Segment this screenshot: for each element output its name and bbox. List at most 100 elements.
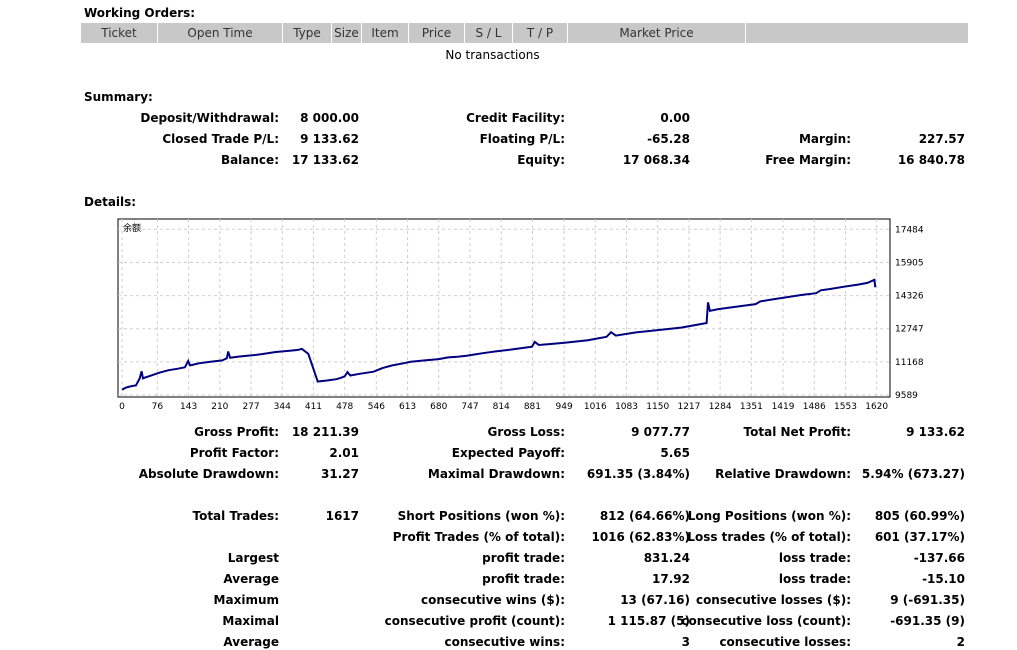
total-net-profit-value: 9 133.62 bbox=[906, 425, 965, 439]
y-tick-label: 17484 bbox=[895, 225, 924, 235]
chart-x-ticks: 0 76 143 210 277 344 411 478 546 613 680 747 814 881 9… bbox=[119, 402, 888, 412]
long-positions-label: Long Positions (won %): bbox=[687, 509, 851, 523]
x-tick-label: 1553 bbox=[834, 402, 857, 412]
expected-payoff-value: 5.65 bbox=[660, 446, 690, 460]
col-ticket[interactable]: Ticket bbox=[81, 23, 158, 43]
average-label: Average bbox=[223, 572, 279, 586]
no-transactions-text: No transactions bbox=[445, 48, 540, 62]
col-open-time[interactable]: Open Time bbox=[158, 23, 283, 43]
x-tick-label: 546 bbox=[368, 402, 385, 412]
x-tick-label: 613 bbox=[399, 402, 416, 412]
average-loss-value: -15.10 bbox=[922, 572, 965, 586]
floating-pl-label: Floating P/L: bbox=[479, 132, 565, 146]
largest-profit-label: profit trade: bbox=[482, 551, 565, 565]
margin-label: Margin: bbox=[798, 132, 851, 146]
deposit-label: Deposit/Withdrawal: bbox=[140, 111, 279, 125]
x-tick-label: 210 bbox=[211, 402, 228, 412]
gross-profit-value: 18 211.39 bbox=[291, 425, 359, 439]
avg-cons-losses-value: 2 bbox=[956, 635, 965, 649]
chart-y-ticks: 17484 15905 14326 12747 11168 9589 bbox=[895, 225, 924, 401]
col-blank bbox=[746, 23, 968, 43]
total-trades-label: Total Trades: bbox=[192, 509, 279, 523]
x-tick-label: 1150 bbox=[646, 402, 669, 412]
loss-trades-label: Loss trades (% of total): bbox=[687, 530, 851, 544]
y-tick-label: 11168 bbox=[895, 358, 924, 368]
closed-pl-value: 9 133.62 bbox=[300, 132, 359, 146]
maximal-label: Maximal bbox=[222, 614, 279, 628]
x-tick-label: 747 bbox=[461, 402, 478, 412]
x-tick-label: 478 bbox=[336, 402, 353, 412]
maximal-loss-label: consecutive loss (count): bbox=[681, 614, 851, 628]
long-positions-value: 805 (60.99%) bbox=[874, 509, 965, 523]
x-tick-label: 411 bbox=[305, 402, 322, 412]
gross-profit-label: Gross Profit: bbox=[194, 425, 279, 439]
x-tick-label: 949 bbox=[556, 402, 573, 412]
free-margin-value: 16 840.78 bbox=[897, 153, 965, 167]
gross-loss-value: 9 077.77 bbox=[631, 425, 690, 439]
col-market-price[interactable]: Market Price bbox=[568, 23, 746, 43]
credit-value: 0.00 bbox=[660, 111, 690, 125]
col-size[interactable]: Size bbox=[332, 23, 362, 43]
profit-trades-value: 1016 (62.83%) bbox=[591, 530, 690, 544]
avg-cons-wins-label: consecutive wins: bbox=[444, 635, 565, 649]
col-sl[interactable]: S / L bbox=[465, 23, 513, 43]
col-item[interactable]: Item bbox=[362, 23, 409, 43]
chart-title: 余额 bbox=[123, 222, 141, 234]
largest-loss-value: -137.66 bbox=[913, 551, 965, 565]
relative-drawdown-label: Relative Drawdown: bbox=[715, 467, 851, 481]
x-tick-label: 1351 bbox=[740, 402, 763, 412]
floating-pl-value: -65.28 bbox=[647, 132, 690, 146]
largest-profit-value: 831.24 bbox=[643, 551, 690, 565]
closed-pl-label: Closed Trade P/L: bbox=[162, 132, 279, 146]
col-tp[interactable]: T / P bbox=[513, 23, 568, 43]
average-profit-value: 17.92 bbox=[652, 572, 690, 586]
margin-value: 227.57 bbox=[918, 132, 965, 146]
summary-title: Summary: bbox=[84, 90, 153, 104]
short-positions-label: Short Positions (won %): bbox=[397, 509, 565, 523]
absolute-drawdown-label: Absolute Drawdown: bbox=[138, 467, 279, 481]
free-margin-label: Free Margin: bbox=[765, 153, 851, 167]
largest-loss-label: loss trade: bbox=[778, 551, 851, 565]
deposit-value: 8 000.00 bbox=[300, 111, 359, 125]
largest-label: Largest bbox=[227, 551, 279, 565]
balance-label: Balance: bbox=[220, 153, 279, 167]
x-tick-label: 680 bbox=[430, 402, 447, 412]
avg-cons-wins-value: 3 bbox=[681, 635, 690, 649]
balance-chart: 余额 17484 15905 14326 12747 11168 9589 0 76 143 2… bbox=[117, 218, 924, 412]
profit-trades-label: Profit Trades (% of total): bbox=[392, 530, 565, 544]
expected-payoff-label: Expected Payoff: bbox=[451, 446, 565, 460]
max-cons-wins-value: 13 (67.16) bbox=[620, 593, 690, 607]
x-tick-label: 1419 bbox=[772, 402, 795, 412]
gross-loss-label: Gross Loss: bbox=[487, 425, 565, 439]
balance-value: 17 133.62 bbox=[291, 153, 359, 167]
maximal-drawdown-value: 691.35 (3.84%) bbox=[586, 467, 690, 481]
maximal-drawdown-label: Maximal Drawdown: bbox=[427, 467, 565, 481]
equity-value: 17 068.34 bbox=[622, 153, 690, 167]
equity-label: Equity: bbox=[517, 153, 565, 167]
max-cons-losses-label: consecutive losses ($): bbox=[695, 593, 851, 607]
col-price[interactable]: Price bbox=[409, 23, 465, 43]
y-tick-label: 12747 bbox=[895, 325, 924, 335]
relative-drawdown-value: 5.94% (673.27) bbox=[861, 467, 965, 481]
average2-label: Average bbox=[223, 635, 279, 649]
y-tick-label: 15905 bbox=[895, 258, 924, 268]
maximal-profit-label: consecutive profit (count): bbox=[384, 614, 565, 628]
x-tick-label: 1016 bbox=[584, 402, 607, 412]
profit-factor-value: 2.01 bbox=[329, 446, 359, 460]
x-tick-label: 0 bbox=[119, 402, 125, 412]
working-orders-title: Working Orders: bbox=[84, 6, 196, 20]
max-cons-losses-value: 9 (-691.35) bbox=[890, 593, 965, 607]
x-tick-label: 1486 bbox=[803, 402, 826, 412]
maximum-label: Maximum bbox=[213, 593, 279, 607]
x-tick-label: 277 bbox=[242, 402, 259, 412]
x-tick-label: 1284 bbox=[709, 402, 732, 412]
credit-label: Credit Facility: bbox=[466, 111, 565, 125]
x-tick-label: 881 bbox=[524, 402, 541, 412]
chart-grid bbox=[118, 219, 890, 397]
total-net-profit-label: Total Net Profit: bbox=[743, 425, 851, 439]
x-tick-label: 1083 bbox=[615, 402, 638, 412]
y-tick-label: 14326 bbox=[895, 292, 924, 302]
total-trades-value: 1617 bbox=[325, 509, 359, 523]
col-type[interactable]: Type bbox=[283, 23, 332, 43]
x-tick-label: 344 bbox=[274, 402, 291, 412]
